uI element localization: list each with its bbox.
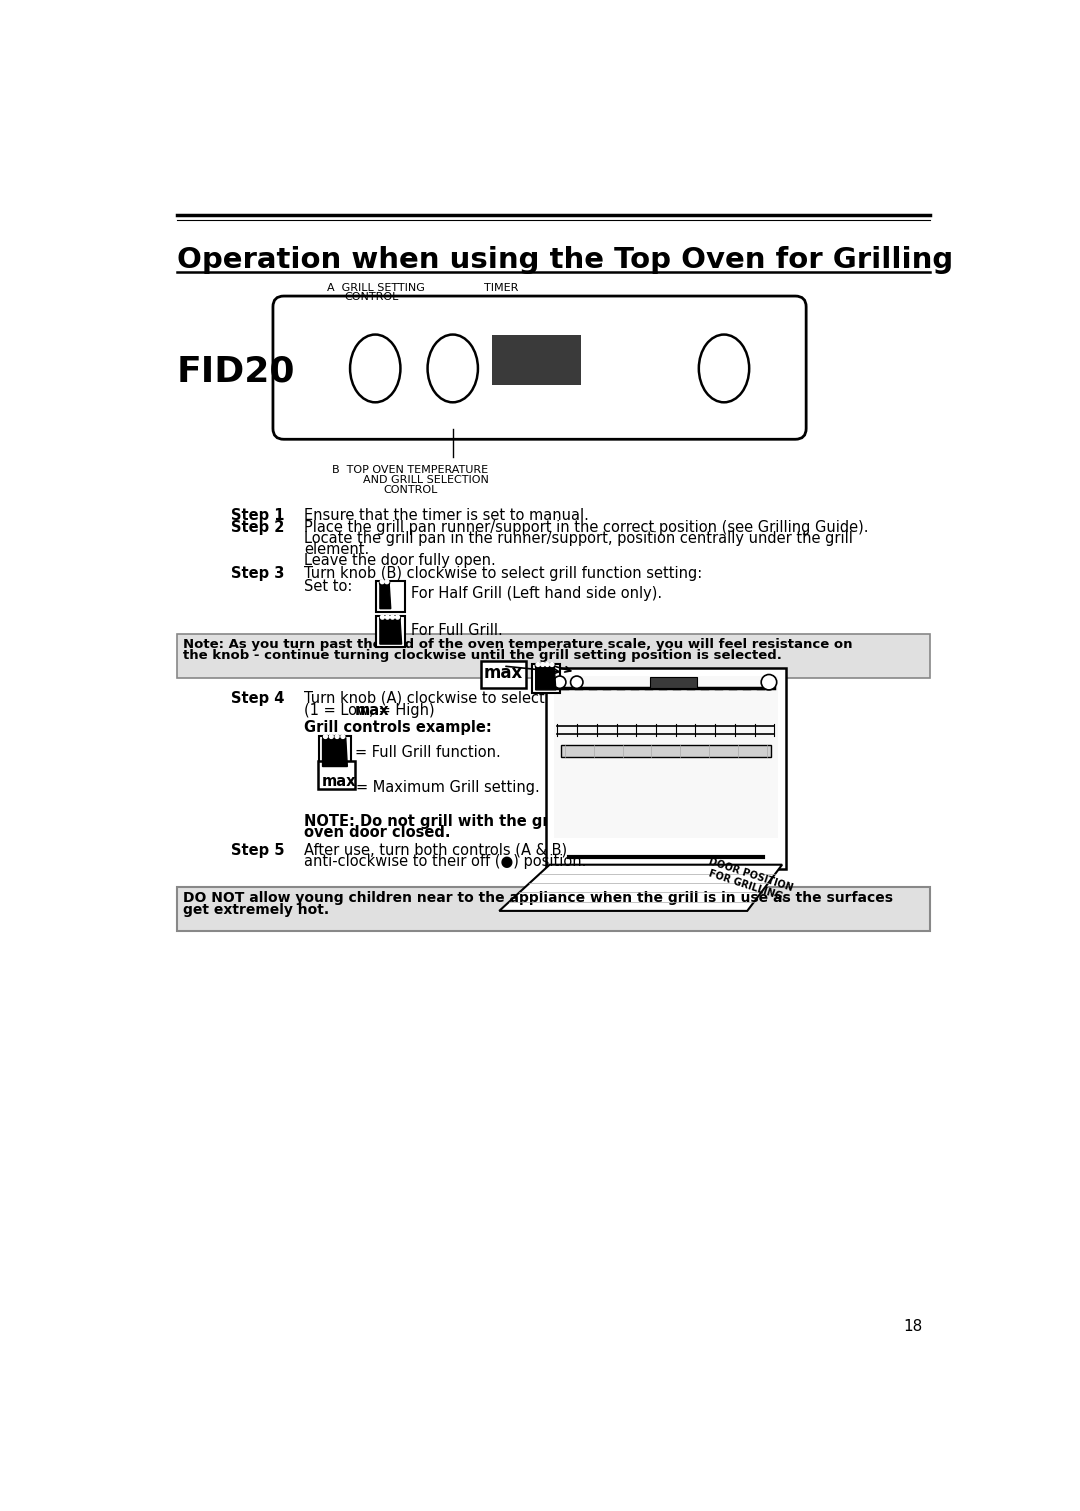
Circle shape bbox=[379, 580, 384, 586]
Text: DO NOT allow young children near to the appliance when the grill is in use as th: DO NOT allow young children near to the … bbox=[183, 891, 893, 905]
Bar bbox=[650, 677, 697, 688]
Circle shape bbox=[540, 663, 545, 668]
FancyBboxPatch shape bbox=[481, 662, 526, 688]
Text: (1 = Low,: (1 = Low, bbox=[303, 703, 382, 718]
FancyBboxPatch shape bbox=[273, 296, 806, 440]
Text: Step 4: Step 4 bbox=[231, 692, 284, 707]
Text: element.: element. bbox=[303, 542, 369, 558]
Circle shape bbox=[380, 615, 386, 621]
Circle shape bbox=[395, 615, 400, 620]
Text: 18: 18 bbox=[903, 1319, 922, 1334]
Circle shape bbox=[554, 675, 566, 689]
Circle shape bbox=[536, 663, 541, 668]
Text: B  TOP OVEN TEMPERATURE: B TOP OVEN TEMPERATURE bbox=[332, 465, 488, 474]
Text: Step 1: Step 1 bbox=[231, 508, 285, 523]
Text: Note: As you turn past the end of the oven temperature scale, you will feel resi: Note: As you turn past the end of the ov… bbox=[183, 638, 852, 651]
Text: CONTROL: CONTROL bbox=[345, 292, 399, 302]
Circle shape bbox=[536, 662, 540, 666]
Bar bbox=[319, 736, 351, 769]
Text: max: max bbox=[354, 703, 389, 718]
Circle shape bbox=[570, 675, 583, 689]
Circle shape bbox=[390, 615, 395, 621]
Circle shape bbox=[384, 580, 390, 586]
Circle shape bbox=[544, 663, 550, 668]
Circle shape bbox=[323, 734, 328, 740]
Circle shape bbox=[335, 734, 339, 739]
Circle shape bbox=[328, 734, 334, 740]
Circle shape bbox=[545, 662, 550, 666]
Polygon shape bbox=[536, 666, 556, 691]
Circle shape bbox=[550, 663, 555, 668]
Text: Grill controls example:: Grill controls example: bbox=[303, 719, 491, 734]
Text: oven door closed.: oven door closed. bbox=[303, 825, 450, 840]
Text: = High): = High) bbox=[374, 703, 434, 718]
Circle shape bbox=[380, 580, 384, 583]
Bar bbox=[376, 580, 405, 612]
Circle shape bbox=[384, 615, 390, 621]
Bar bbox=[531, 663, 559, 694]
Text: After use, turn both controls (A & B): After use, turn both controls (A & B) bbox=[303, 843, 567, 858]
Text: get extremely hot.: get extremely hot. bbox=[183, 902, 329, 917]
Text: TIMER: TIMER bbox=[484, 283, 518, 293]
Circle shape bbox=[335, 734, 340, 740]
Text: A  GRILL SETTING: A GRILL SETTING bbox=[327, 283, 426, 293]
Polygon shape bbox=[323, 739, 348, 766]
Bar bbox=[554, 675, 779, 837]
Text: DOOR POSITION
FOR GRILLING.: DOOR POSITION FOR GRILLING. bbox=[704, 857, 795, 904]
Circle shape bbox=[391, 615, 394, 620]
Circle shape bbox=[395, 615, 401, 621]
Text: Leave the door fully open.: Leave the door fully open. bbox=[303, 553, 496, 568]
Text: For Half Grill (Left hand side only).: For Half Grill (Left hand side only). bbox=[410, 586, 662, 600]
Polygon shape bbox=[380, 620, 402, 644]
Text: Step 5: Step 5 bbox=[231, 843, 285, 858]
Text: Ensure that the timer is set to manual.: Ensure that the timer is set to manual. bbox=[303, 508, 589, 523]
Text: Turn knob (A) clockwise to select the Grill Setting (1-max).: Turn knob (A) clockwise to select the Gr… bbox=[303, 692, 732, 707]
Text: FID20: FID20 bbox=[177, 355, 295, 388]
Bar bbox=[491, 335, 581, 385]
Circle shape bbox=[324, 734, 327, 739]
Text: Operation when using the Top Oven for Grilling: Operation when using the Top Oven for Gr… bbox=[177, 246, 954, 273]
Text: Set to:: Set to: bbox=[303, 579, 352, 594]
Circle shape bbox=[761, 674, 777, 691]
Polygon shape bbox=[499, 864, 782, 911]
Text: For Full Grill.: For Full Grill. bbox=[410, 623, 502, 638]
Text: = Full Grill function.: = Full Grill function. bbox=[355, 745, 501, 760]
FancyBboxPatch shape bbox=[177, 635, 930, 677]
Polygon shape bbox=[380, 585, 391, 609]
Text: NOTE: Do not grill with the grill/top: NOTE: Do not grill with the grill/top bbox=[303, 814, 597, 830]
Text: Locate the grill pan in the runner/support, position centrally under the grill: Locate the grill pan in the runner/suppo… bbox=[303, 530, 853, 545]
Circle shape bbox=[386, 615, 390, 620]
Circle shape bbox=[329, 734, 334, 739]
Text: Turn knob (B) clockwise to select grill function setting:: Turn knob (B) clockwise to select grill … bbox=[303, 567, 702, 580]
Circle shape bbox=[340, 734, 346, 740]
Ellipse shape bbox=[428, 334, 478, 402]
Circle shape bbox=[341, 734, 345, 739]
Circle shape bbox=[384, 580, 389, 583]
Circle shape bbox=[380, 615, 384, 620]
Text: = Maximum Grill setting.: = Maximum Grill setting. bbox=[356, 780, 540, 795]
Text: max: max bbox=[322, 774, 356, 789]
Text: Step 3: Step 3 bbox=[231, 567, 284, 580]
Bar bbox=[376, 616, 405, 647]
Text: Step 2: Step 2 bbox=[231, 520, 284, 535]
Ellipse shape bbox=[699, 334, 750, 402]
Circle shape bbox=[541, 662, 544, 666]
Text: Place the grill pan runner/support in the correct position (see Grilling Guide).: Place the grill pan runner/support in th… bbox=[303, 520, 868, 535]
Ellipse shape bbox=[350, 334, 401, 402]
FancyBboxPatch shape bbox=[177, 887, 930, 931]
Circle shape bbox=[550, 662, 554, 666]
Text: AND GRILL SELECTION: AND GRILL SELECTION bbox=[363, 474, 489, 485]
Text: anti-clockwise to their off (●) position.: anti-clockwise to their off (●) position… bbox=[303, 854, 586, 869]
Text: CONTROL: CONTROL bbox=[383, 485, 437, 494]
Text: max: max bbox=[484, 663, 523, 681]
Text: the knob - continue turning clockwise until the grill setting position is select: the knob - continue turning clockwise un… bbox=[183, 650, 782, 662]
FancyBboxPatch shape bbox=[318, 762, 355, 789]
Bar bbox=[562, 745, 770, 757]
Bar bbox=[545, 668, 786, 869]
